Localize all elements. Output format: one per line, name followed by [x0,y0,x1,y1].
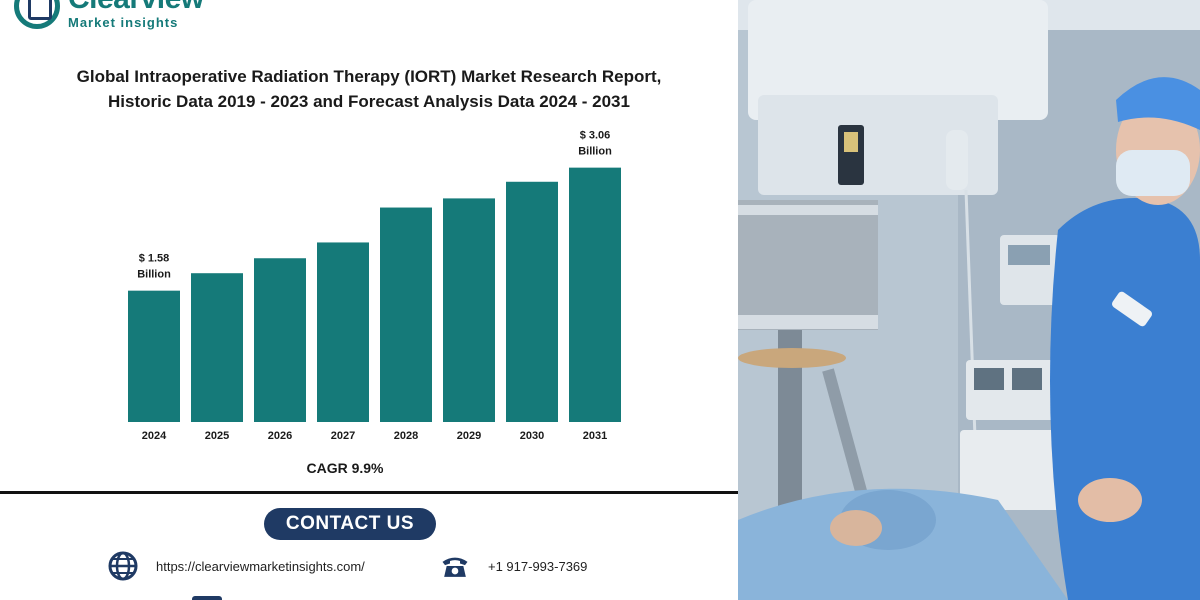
x-tick-label-2031: 2031 [583,430,607,442]
x-tick-label-2025: 2025 [205,430,229,442]
globe-icon [108,551,138,581]
logo-icon [14,0,60,29]
bar-2030 [506,181,558,422]
website-link[interactable]: https://clearviewmarketinsights.com/ [156,558,365,574]
market-size-bar-chart: 2024 2025 2026 2027 2028 2029 2030 2031 $ 1.58 Bi… [128,130,621,442]
brand-name: Clearview [68,0,204,14]
bar-2024 [128,290,180,422]
data-label-2024-line1: $ 1.58 [139,253,170,265]
report-title-line1: Global Intraoperative Radiation Therapy … [76,67,662,86]
bar-2027 [317,242,369,422]
nurse-figure [1050,198,1200,600]
website-contact[interactable]: https://clearviewmarketinsights.com/ [108,551,365,581]
bar-2028 [380,207,432,422]
bottom-icon-stub [192,596,222,600]
contact-us-heading: CONTACT US [264,508,436,540]
bar-2025 [191,273,243,422]
x-tick-label-2030: 2030 [520,430,544,442]
xray-head [738,200,878,330]
brand-logo[interactable]: Clearview Market insights [14,0,204,30]
telephone-icon [440,551,470,581]
phone-contact[interactable]: +1 917-993-7369 [440,551,587,581]
report-title: Global Intraoperative Radiation Therapy … [0,64,738,114]
x-tick-label-2028: 2028 [394,430,418,442]
bar-2026 [254,258,306,422]
x-tick-label-2029: 2029 [457,430,481,442]
brand-tagline: Market insights [68,14,179,30]
x-tick-label-2026: 2026 [268,430,292,442]
section-divider [0,491,738,494]
operating-room-illustration [738,0,1200,600]
cagr-label: CAGR 9.9% [306,460,384,476]
infographic-panel: Clearview Market insights Global Intraop… [0,0,738,600]
data-label-2031-line2: Billion [578,146,612,158]
x-tick-label-2027: 2027 [331,430,355,442]
report-title-line2: Historic Data 2019 - 2023 and Forecast A… [108,92,630,111]
bar-2031 [569,167,621,422]
data-label-2024-line2: Billion [137,269,171,281]
bar-2029 [443,198,495,422]
operating-room-photo [738,0,1200,600]
ceiling-equipment [748,0,1048,120]
data-label-2031-line1: $ 3.06 [580,130,611,142]
phone-number[interactable]: +1 917-993-7369 [488,558,588,574]
x-tick-label-2024: 2024 [142,430,167,442]
